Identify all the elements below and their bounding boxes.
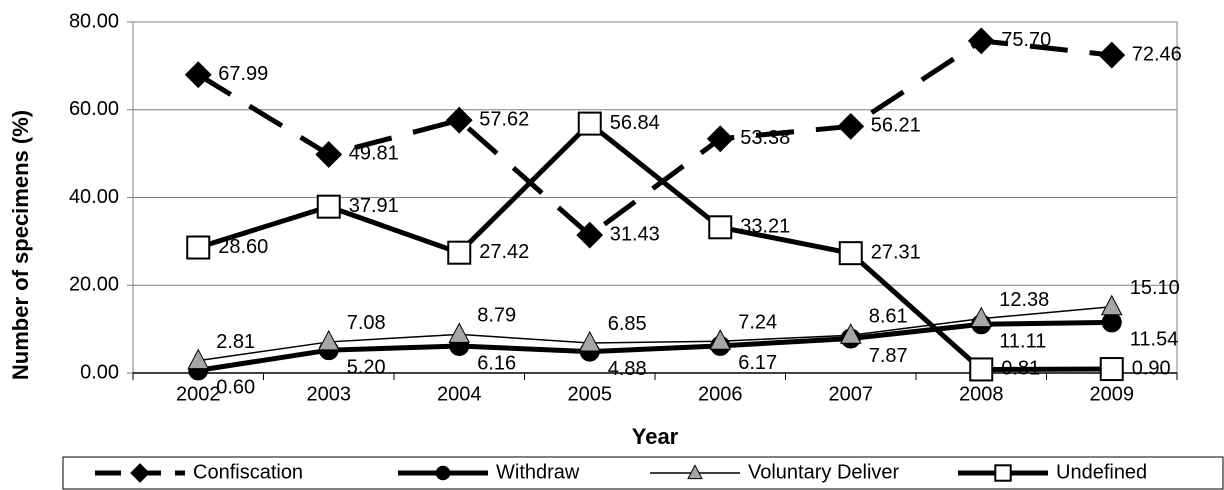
data-label: 12.38 <box>999 289 1049 311</box>
data-label: 6.17 <box>738 352 777 374</box>
marker <box>130 463 150 483</box>
marker <box>577 111 602 136</box>
x-tick-label: 2002 <box>176 383 221 405</box>
marker <box>448 322 471 343</box>
marker <box>447 240 472 265</box>
data-label: 8.79 <box>477 305 516 327</box>
data-label: 7.08 <box>347 312 386 334</box>
data-label: 6.16 <box>477 352 516 374</box>
series-line <box>196 38 1113 239</box>
x-tick-label: 2008 <box>959 383 1004 405</box>
marker <box>709 329 732 350</box>
marker <box>435 465 451 481</box>
marker <box>970 306 993 328</box>
data-label: 37.91 <box>349 195 399 217</box>
marker <box>1100 294 1123 316</box>
marker <box>706 125 734 153</box>
marker <box>578 330 601 352</box>
data-label: 2.81 <box>216 331 255 353</box>
data-label: 7.87 <box>869 345 908 367</box>
legend-label: Undefined <box>1056 461 1147 483</box>
marker <box>186 235 211 260</box>
data-label: 31.43 <box>610 223 660 245</box>
data-label: 7.24 <box>738 312 777 334</box>
data-label: 56.84 <box>610 112 660 134</box>
marker <box>184 61 212 89</box>
data-label: 6.85 <box>608 313 647 335</box>
marker <box>317 329 340 351</box>
data-label: 27.31 <box>871 241 921 263</box>
data-label: 28.60 <box>218 236 268 258</box>
x-tick-label: 2003 <box>307 383 352 405</box>
data-label: 57.62 <box>479 108 529 130</box>
data-label: 27.42 <box>479 241 529 263</box>
data-label: 67.99 <box>218 63 268 85</box>
data-label: 15.10 <box>1130 277 1180 299</box>
x-tick-label: 2005 <box>568 383 613 405</box>
data-label: 0.90 <box>1132 357 1171 379</box>
x-tick-label: 2007 <box>829 383 874 405</box>
x-tick-label: 2004 <box>437 383 482 405</box>
marker <box>316 194 341 219</box>
marker <box>837 112 865 140</box>
x-tick-label: 2006 <box>698 383 743 405</box>
marker <box>1101 312 1122 333</box>
y-tick-label: 80.00 <box>69 10 119 32</box>
data-label: 4.88 <box>608 358 647 380</box>
marker <box>967 27 995 55</box>
x-tick-label: 2009 <box>1090 383 1135 405</box>
series-line <box>198 306 1112 362</box>
legend-label: Confiscation <box>193 461 303 483</box>
marker <box>576 221 604 249</box>
marker <box>839 323 862 344</box>
data-label: 11.11 <box>999 331 1046 353</box>
y-tick-label: 0.00 <box>80 361 119 383</box>
marker <box>994 464 1012 482</box>
marker <box>838 241 863 266</box>
data-label: 56.21 <box>871 115 921 137</box>
marker <box>708 215 733 240</box>
data-label: 33.21 <box>740 216 790 238</box>
data-label: 8.61 <box>869 306 908 328</box>
data-label: 11.54 <box>1130 329 1179 351</box>
y-tick-label: 20.00 <box>69 274 119 296</box>
marker <box>445 106 473 134</box>
data-label: 75.70 <box>1001 29 1051 51</box>
marker <box>969 357 994 382</box>
legend-label: Voluntary Deliver <box>748 461 900 483</box>
series-line <box>197 319 1112 373</box>
marker <box>1099 357 1124 382</box>
data-label: 49.81 <box>349 143 399 165</box>
data-label: 0.60 <box>216 377 255 399</box>
y-tick-label: 40.00 <box>69 186 119 208</box>
x-axis-title: Year <box>632 424 679 449</box>
marker <box>315 141 343 168</box>
data-label: 0.81 <box>1001 358 1040 380</box>
marker <box>687 464 703 480</box>
data-label: 53.38 <box>740 127 790 149</box>
data-label: 5.20 <box>347 356 386 378</box>
data-label: 72.46 <box>1132 43 1182 65</box>
legend-label: Withdraw <box>496 461 580 483</box>
y-tick-label: 60.00 <box>69 98 119 120</box>
y-axis-title: Number of specimens (%) <box>8 110 33 380</box>
marker <box>1098 41 1126 69</box>
series-line <box>197 120 1112 372</box>
marker <box>187 348 210 370</box>
legend-box <box>62 456 1224 490</box>
